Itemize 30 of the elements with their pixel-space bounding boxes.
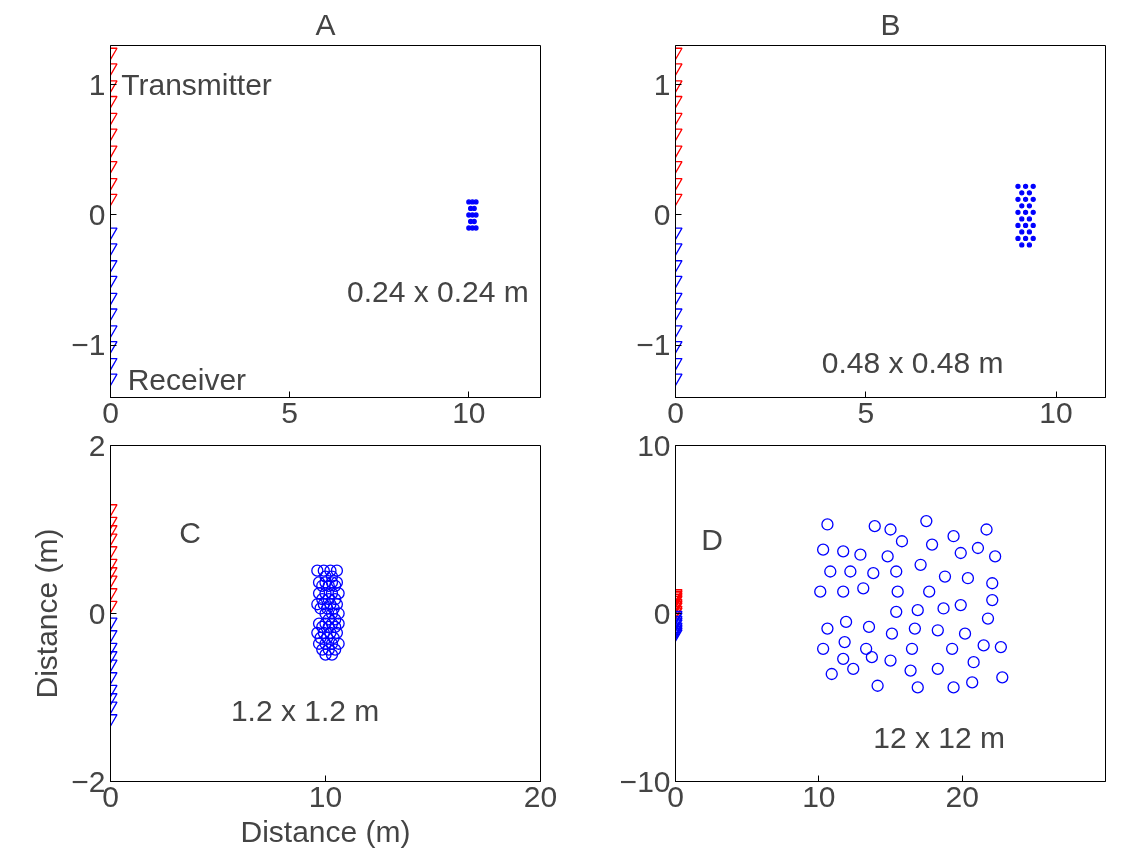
y-tick-label: −1 — [636, 328, 671, 362]
annotation: Transmitter — [121, 68, 272, 102]
x-tick-label: 5 — [857, 395, 875, 429]
chart-title: B — [880, 7, 901, 41]
chart-title: A — [315, 7, 336, 41]
annotation: Receiver — [127, 363, 247, 397]
annotation: D — [701, 523, 723, 557]
annotation: 0.24 x 0.24 m — [347, 275, 529, 309]
x-tick-label: 20 — [945, 779, 979, 813]
annotation: 1.2 x 1.2 m — [230, 694, 380, 728]
x-tick-label: 10 — [308, 779, 343, 813]
y-axis-title: Distance (m) — [30, 528, 64, 699]
y-tick-label: 0 — [88, 596, 106, 630]
x-tick-label: 5 — [281, 395, 299, 429]
y-tick-label: 1 — [88, 67, 106, 101]
y-tick-label: 2 — [88, 428, 106, 462]
y-tick-label: 0 — [88, 197, 106, 231]
annotation: C — [179, 516, 201, 550]
y-tick-label: 0 — [653, 197, 671, 231]
x-tick-label: 20 — [523, 779, 558, 813]
annotation: 0.48 x 0.48 m — [821, 345, 1004, 379]
y-tick-label: −1 — [71, 328, 106, 362]
y-tick-label: 0 — [653, 596, 671, 630]
y-tick-label: 10 — [637, 428, 671, 462]
annotation: 12 x 12 m — [873, 721, 1006, 755]
y-tick-label: 1 — [653, 67, 671, 101]
x-tick-label: 10 — [452, 395, 486, 429]
x-tick-label: 10 — [1039, 395, 1073, 429]
x-axis-title: Distance (m) — [240, 814, 411, 848]
x-tick-label: 10 — [802, 779, 836, 813]
